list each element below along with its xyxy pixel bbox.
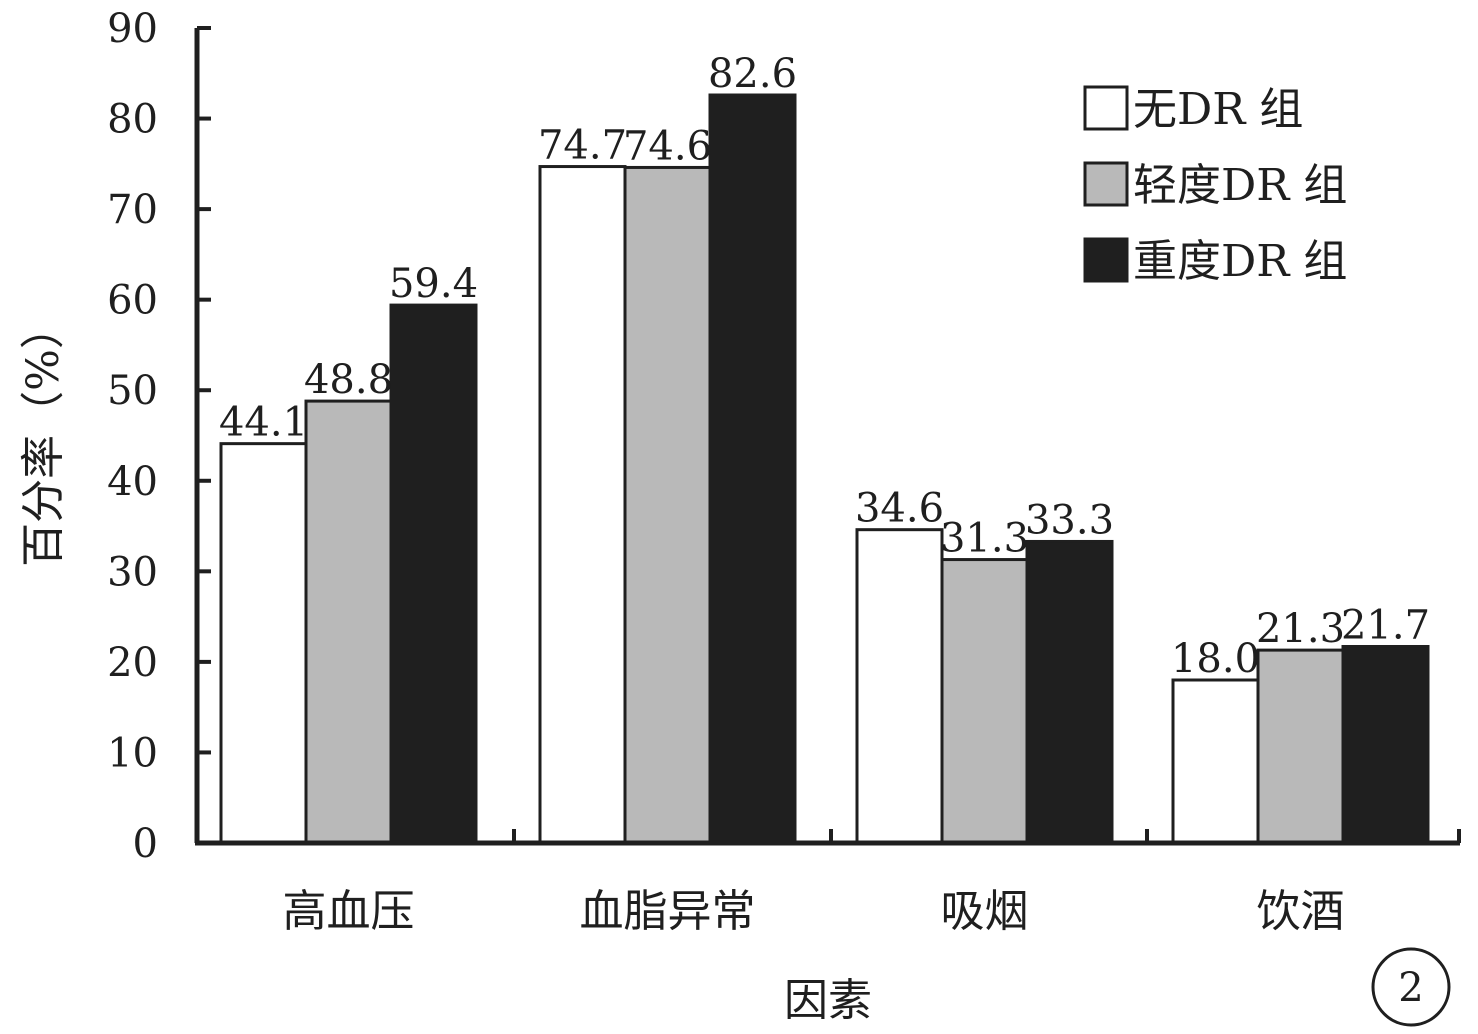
legend-swatch-1 bbox=[1083, 85, 1129, 131]
bar-1-3 bbox=[389, 303, 478, 845]
y-tick-label-4: 30 bbox=[107, 549, 158, 595]
data-label-4-3: 21.7 bbox=[1341, 602, 1430, 648]
y-tick-label-8: 70 bbox=[107, 187, 158, 233]
bar-2-2 bbox=[623, 165, 712, 845]
y-tick-label-2: 10 bbox=[107, 730, 158, 776]
y-tick-label-7: 60 bbox=[107, 278, 158, 324]
data-label-3-3: 33.3 bbox=[1025, 497, 1114, 543]
data-label-1-3: 59.4 bbox=[389, 261, 478, 307]
bar-3-2 bbox=[940, 558, 1029, 845]
legend-label-1: 无DR 组 bbox=[1133, 84, 1303, 135]
bar-4-2 bbox=[1256, 648, 1345, 845]
data-label-4-2: 21.3 bbox=[1256, 606, 1345, 652]
y-tick-label-3: 20 bbox=[107, 640, 158, 686]
bar-4-3 bbox=[1341, 644, 1430, 845]
panel-number-badge: 2 bbox=[1371, 947, 1451, 1027]
x-tick-label-3: 吸烟 bbox=[941, 886, 1029, 937]
data-label-1-2: 48.8 bbox=[304, 357, 393, 403]
bar-1-1 bbox=[219, 442, 308, 845]
data-label-4-1: 18.0 bbox=[1171, 636, 1260, 682]
x-tick-label-2: 血脂异常 bbox=[580, 886, 756, 937]
x-axis-title: 因素 bbox=[784, 975, 872, 1026]
x-tick-label-4: 饮酒 bbox=[1257, 886, 1345, 937]
legend-label-3: 重度DR 组 bbox=[1133, 236, 1347, 287]
data-label-1-1: 44.1 bbox=[219, 400, 308, 446]
data-label-3-2: 31.3 bbox=[940, 516, 1029, 562]
legend-swatch-3 bbox=[1083, 237, 1129, 283]
y-tick-label-9: 80 bbox=[107, 97, 158, 143]
labels-layer: 44.148.859.4高血压74.774.682.6血脂异常34.631.33… bbox=[107, 6, 1430, 937]
data-label-2-1: 74.7 bbox=[538, 123, 627, 169]
y-tick-label-1: 0 bbox=[133, 821, 158, 867]
data-label-3-1: 34.6 bbox=[855, 486, 944, 532]
y-axis-title: 百分率（%） bbox=[18, 305, 69, 567]
bar-4-1 bbox=[1171, 678, 1260, 845]
panel-number-circle bbox=[1371, 947, 1451, 1027]
bars-layer bbox=[219, 93, 1430, 845]
data-label-2-3: 82.6 bbox=[708, 51, 797, 97]
x-tick-label-1: 高血压 bbox=[283, 886, 415, 937]
axes-layer bbox=[194, 26, 1461, 846]
y-tick-label-5: 40 bbox=[107, 459, 158, 505]
bar-3-3 bbox=[1025, 539, 1114, 845]
data-label-2-2: 74.6 bbox=[623, 123, 712, 169]
bar-3-1 bbox=[855, 528, 944, 845]
bar-2-3 bbox=[708, 93, 797, 845]
bar-2-1 bbox=[538, 165, 627, 845]
bar-1-2 bbox=[304, 399, 393, 845]
y-tick-label-10: 90 bbox=[107, 6, 158, 52]
y-tick-label-6: 50 bbox=[107, 368, 158, 414]
legend-label-2: 轻度DR 组 bbox=[1133, 160, 1347, 211]
legend-swatch-2 bbox=[1083, 161, 1129, 207]
panel-number: 2 bbox=[1398, 965, 1423, 1011]
